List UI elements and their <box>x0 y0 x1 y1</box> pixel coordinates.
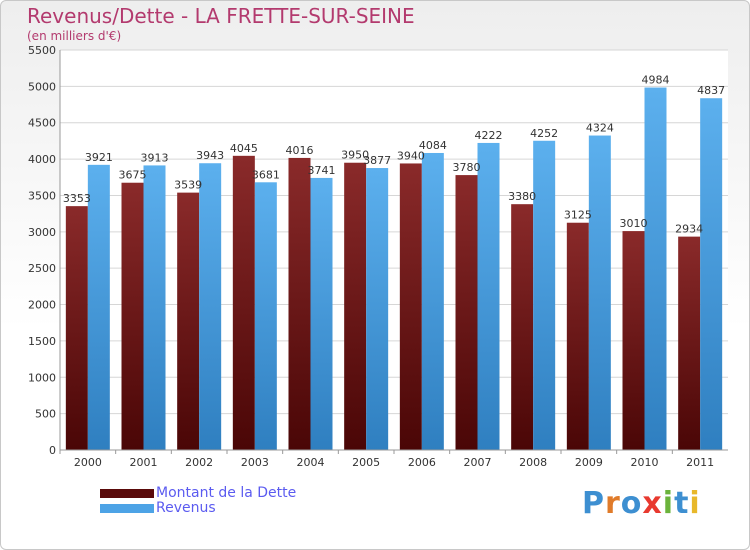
bar-revenus <box>700 98 723 450</box>
bar-dette <box>65 206 88 450</box>
logo-letter: x <box>642 486 663 521</box>
data-label-revenus: 3877 <box>363 154 391 167</box>
data-label-dette: 3780 <box>453 161 481 174</box>
y-tick-label: 2000 <box>28 299 56 312</box>
data-label-dette: 3539 <box>174 179 202 192</box>
data-label-revenus: 3741 <box>308 164 336 177</box>
bar-revenus <box>254 182 277 451</box>
y-tick-label: 0 <box>49 444 56 457</box>
x-tick-label: 2002 <box>185 456 213 469</box>
logo-letter: t <box>674 486 690 521</box>
legend-label-revenus: Revenus <box>156 500 216 516</box>
data-label-revenus: 4324 <box>586 122 614 135</box>
bar-dette <box>566 222 589 450</box>
bar-dette <box>622 231 645 450</box>
data-label-revenus: 4984 <box>642 74 670 87</box>
x-tick-label: 2009 <box>575 456 603 469</box>
proxiti-logo: Proxiti <box>582 486 701 521</box>
logo-letter: P <box>582 486 605 521</box>
bar-dette <box>455 175 478 450</box>
data-label-dette: 3675 <box>119 169 147 182</box>
x-tick-label: 2004 <box>297 456 325 469</box>
bar-dette <box>177 192 200 451</box>
data-label-revenus: 4252 <box>530 127 558 140</box>
data-label-revenus: 3943 <box>196 149 224 162</box>
logo-letter: o <box>620 486 643 521</box>
chart-subtitle: (en milliers d'€) <box>27 29 122 43</box>
x-tick-label: 2011 <box>686 456 714 469</box>
y-tick-label: 2500 <box>28 262 56 275</box>
bar-revenus <box>310 177 333 450</box>
logo-letter: i <box>662 486 675 521</box>
logo-letter: r <box>605 486 621 521</box>
y-tick-label: 4000 <box>28 153 56 166</box>
x-tick-label: 2007 <box>464 456 492 469</box>
x-tick-label: 2000 <box>74 456 102 469</box>
x-tick-label: 2001 <box>130 456 158 469</box>
x-tick-label: 2010 <box>631 456 659 469</box>
bar-revenus <box>87 164 110 450</box>
bar-revenus <box>644 87 667 450</box>
data-label-dette: 3950 <box>341 149 369 162</box>
data-label-revenus: 4084 <box>419 139 447 152</box>
bar-dette <box>344 162 367 450</box>
data-label-dette: 3010 <box>620 217 648 230</box>
data-label-revenus: 3681 <box>252 168 280 181</box>
data-label-revenus: 3921 <box>85 151 113 164</box>
bar-revenus <box>143 165 166 450</box>
data-label-revenus: 4837 <box>697 84 725 97</box>
data-label-revenus: 3913 <box>141 151 169 164</box>
bar-dette <box>232 155 255 450</box>
bar-revenus <box>533 140 556 450</box>
y-tick-label: 5000 <box>28 80 56 93</box>
y-tick-label: 5500 <box>28 44 56 57</box>
bar-revenus <box>199 163 222 450</box>
data-label-dette: 2934 <box>675 223 703 236</box>
data-label-dette: 4016 <box>286 144 314 157</box>
bar-revenus <box>366 168 389 450</box>
bar-dette <box>288 157 311 450</box>
data-label-dette: 3353 <box>63 192 91 205</box>
bar-dette <box>399 163 422 451</box>
x-tick-label: 2003 <box>241 456 269 469</box>
plot-area <box>60 50 728 450</box>
data-label-dette: 3125 <box>564 209 592 222</box>
y-tick-label: 500 <box>35 408 56 421</box>
x-tick-label: 2008 <box>519 456 547 469</box>
x-tick-label: 2005 <box>352 456 380 469</box>
y-tick-label: 3000 <box>28 226 56 239</box>
y-tick-label: 4500 <box>28 117 56 130</box>
chart-title: Revenus/Dette - LA FRETTE-SUR-SEINE <box>27 4 415 28</box>
legend-label-dette: Montant de la Dette <box>156 485 297 501</box>
data-label-dette: 3940 <box>397 149 425 162</box>
y-tick-label: 1000 <box>28 371 56 384</box>
bar-dette <box>511 204 534 450</box>
legend-swatch-dette <box>100 489 154 498</box>
bar-dette <box>678 236 701 450</box>
bar-dette <box>121 182 144 450</box>
bar-revenus <box>421 152 444 450</box>
y-tick-label: 3500 <box>28 189 56 202</box>
bar-revenus <box>477 142 500 451</box>
legend-swatch-revenus <box>100 504 154 513</box>
y-tick-label: 1500 <box>28 335 56 348</box>
bar-revenus <box>588 135 611 450</box>
data-label-revenus: 4222 <box>475 129 503 142</box>
data-label-dette: 4045 <box>230 142 258 155</box>
data-label-dette: 3380 <box>508 190 536 203</box>
logo-letter: i <box>689 486 701 521</box>
x-tick-label: 2006 <box>408 456 436 469</box>
